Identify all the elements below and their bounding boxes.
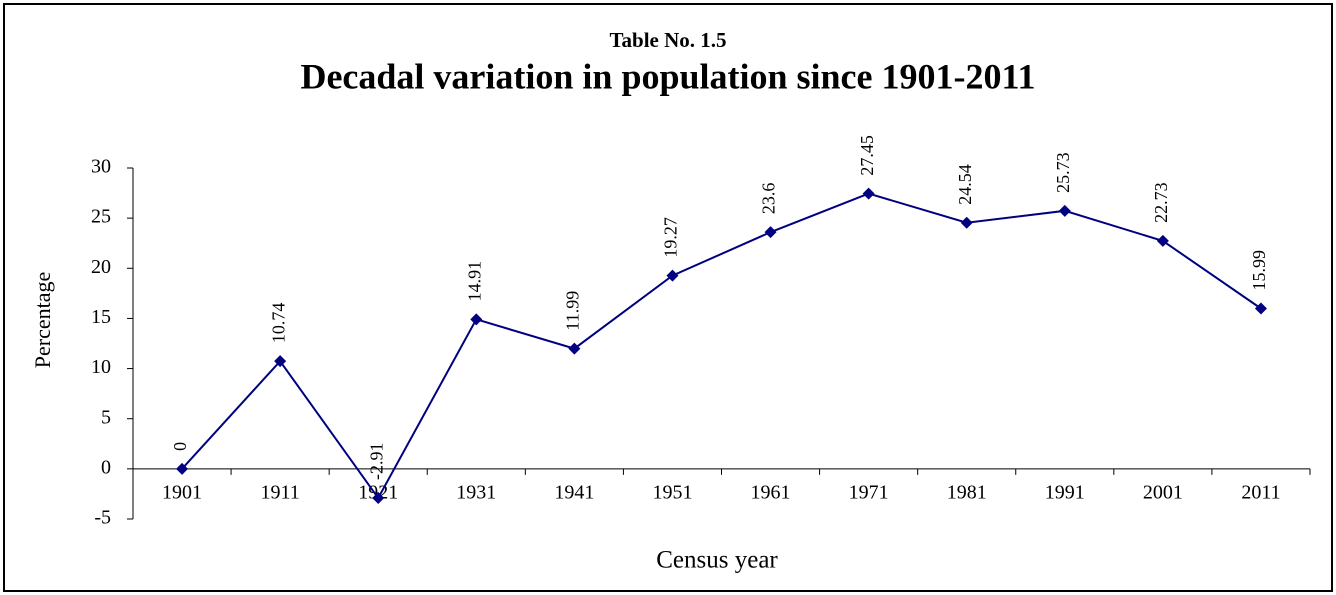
data-point [666,269,679,282]
data-point [862,187,875,200]
data-label: 11.99 [563,291,583,331]
x-tick-label: 1931 [456,482,496,504]
data-label: 27.45 [857,135,877,176]
data-point [470,313,483,326]
y-tick-label: 5 [101,406,111,428]
data-label: -2.91 [366,443,386,481]
data-label: 19.27 [661,217,681,258]
x-tick-label: 1991 [1045,482,1085,504]
data-point [372,492,385,505]
data-point [764,226,777,239]
data-point [1156,234,1169,247]
chart-subtitle: Table No. 1.5 [609,28,726,52]
data-point [568,342,581,355]
y-tick-label: 30 [91,156,111,178]
x-tick-label: 1971 [849,482,889,504]
x-tick-label: 2001 [1143,482,1183,504]
x-tick-label: 1901 [162,482,202,504]
x-axis-label: Census year [656,547,778,574]
data-label: 25.73 [1053,152,1073,193]
y-tick-label: 20 [91,256,111,278]
data-label: 22.73 [1151,182,1171,223]
data-point [274,355,287,368]
data-label: 0 [170,442,190,451]
x-tick-label: 1961 [751,482,791,504]
data-label: 14.91 [464,261,484,302]
chart-title: Decadal variation in population since 19… [300,56,1035,96]
data-label: 10.74 [268,303,288,344]
y-tick-label: -5 [94,507,111,529]
chart-frame [3,3,1333,592]
data-point [960,216,973,229]
y-tick-label: 0 [101,456,111,478]
data-point [1254,302,1267,315]
y-tick-label: 10 [91,356,111,378]
y-tick-label: 15 [91,306,111,328]
y-tick-label: 25 [91,206,111,228]
data-point [1058,204,1071,217]
data-label: 23.6 [759,183,779,215]
x-tick-label: 2011 [1241,482,1280,504]
data-label: 24.54 [955,164,975,205]
x-tick-label: 1951 [652,482,692,504]
x-tick-label: 1941 [554,482,594,504]
data-point [176,462,189,475]
x-tick-label: 1981 [947,482,987,504]
x-tick-label: 1911 [260,482,299,504]
data-label: 15.99 [1249,250,1269,291]
data-line [181,192,1262,500]
y-axis-label: Percentage [30,272,55,369]
